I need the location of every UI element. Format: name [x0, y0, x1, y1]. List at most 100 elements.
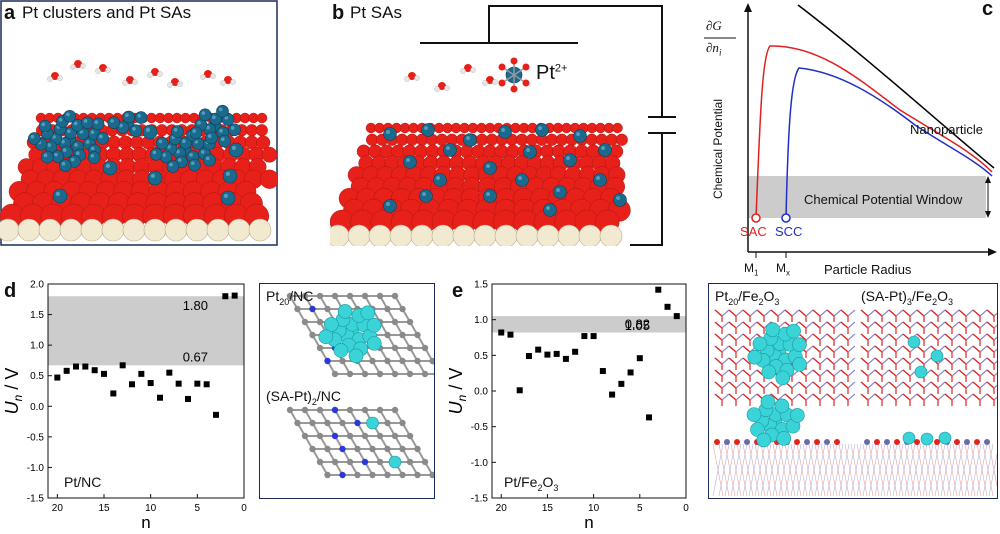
x-tick-label: 5 [195, 503, 201, 514]
ligand-atom [522, 79, 530, 87]
x-axis-label: n [141, 513, 150, 532]
x-tick-label: 15 [98, 503, 110, 514]
carbon-atom [414, 445, 421, 453]
pt-atom [535, 123, 549, 137]
carbon-atom [316, 344, 324, 352]
inset-d-top-label: Pt20/NC [266, 288, 313, 307]
pt-atom [746, 407, 762, 422]
x-tick-label: 15 [542, 503, 554, 514]
x-tick-label: 20 [496, 503, 508, 514]
panel-e-inset: Pt20/Fe2O3 (SA-Pt)3/Fe2O3 [708, 283, 998, 499]
nanoparticle-label: Nanoparticle [910, 122, 983, 137]
pt-atom [573, 129, 587, 143]
y-tick-label: 1.0 [30, 341, 44, 352]
y-axis-label: Un / V [448, 368, 469, 415]
data-point [194, 380, 201, 387]
nitrogen-atom [331, 432, 339, 440]
pt-atom [218, 134, 231, 148]
carbon-atom [301, 406, 309, 414]
carbon-atom [399, 419, 406, 427]
substrate-atom [515, 224, 539, 246]
surface-atom [984, 439, 990, 445]
carbon-atom [406, 458, 414, 466]
pt-atom [756, 432, 772, 448]
data-point [507, 331, 514, 338]
inset-d-top-sub: 20 [279, 296, 290, 307]
carbon-atom [346, 370, 354, 378]
carbon-atom [369, 357, 376, 365]
carbon-atom [361, 406, 369, 414]
carbon-atom [324, 419, 331, 427]
data-point [101, 370, 107, 377]
substrate-atom [227, 218, 251, 242]
pt-atom [433, 173, 447, 187]
surface-atom [724, 439, 730, 445]
pt-atom [383, 199, 397, 213]
carbon-atom [376, 370, 384, 378]
carbon-atom [391, 292, 399, 300]
carbon-atom [331, 292, 339, 300]
sac-label: SAC [740, 224, 767, 239]
pt-atom [792, 357, 807, 372]
nitrogen-atom [339, 471, 346, 479]
inset-d-bottom-sub: 2 [311, 396, 317, 407]
surface-atom [734, 439, 740, 445]
mx-main: M [776, 261, 786, 275]
pt-atom [776, 431, 792, 446]
m1-main: M [744, 261, 754, 275]
pt-atom [318, 329, 334, 345]
data-point [175, 380, 182, 387]
data-point [110, 390, 117, 397]
e-sys-sub2: 3 [553, 482, 559, 493]
surface-atom [804, 439, 810, 445]
ligand-atom [498, 79, 506, 87]
iel-b: 20 [728, 296, 739, 307]
pt-atom [171, 125, 184, 138]
pt-atom [553, 185, 567, 199]
pt-atom [142, 124, 158, 140]
pt-atom [81, 116, 94, 130]
pt-atom [366, 317, 382, 333]
surface-atom [874, 439, 880, 445]
carbon-atom [391, 406, 399, 414]
data-point [213, 411, 219, 418]
pt-atom [188, 158, 201, 172]
carbon-atom [399, 331, 406, 339]
pt-atom [38, 119, 52, 133]
substrate-atom [557, 224, 581, 246]
y-tick-label: 0.0 [474, 387, 488, 398]
carbon-atom [324, 445, 331, 453]
scc-curve [785, 67, 993, 219]
carbon-atom [369, 471, 376, 479]
carbon-atom [339, 419, 346, 427]
panel-a-illustration [0, 0, 278, 246]
carbon-atom [406, 370, 414, 378]
data-point [636, 355, 643, 362]
inset-d-top-main: Pt [266, 288, 280, 304]
chemical-potential-diagram [704, 3, 997, 258]
data-point [599, 368, 606, 375]
pt-atom [52, 188, 68, 204]
c-y-axis-arrow [744, 3, 752, 12]
pt-atom [752, 336, 768, 352]
oxygen-atom [615, 133, 628, 146]
carbon-atom [384, 445, 391, 453]
window-upper-label: 1.80 [183, 298, 208, 313]
substrate-atom [368, 224, 392, 246]
surface-atom [954, 439, 960, 445]
pt-atom [134, 111, 148, 124]
deriv-den-sub: i [718, 47, 722, 58]
water-molecule [151, 68, 159, 76]
x-tick-label: 0 [683, 503, 689, 514]
panel-d-system-label: Pt/NC [64, 474, 102, 490]
pt-atom [775, 370, 791, 386]
data-point [516, 387, 523, 394]
data-point [525, 353, 532, 360]
water-molecule [74, 60, 82, 68]
carbon-atom [309, 331, 316, 339]
pt-atom [598, 143, 612, 157]
data-point [138, 370, 145, 377]
window-upper-label: 1.05 [625, 318, 650, 333]
panel-b: b Pt SAs Pt2+ [330, 0, 690, 246]
data-point [129, 381, 135, 388]
